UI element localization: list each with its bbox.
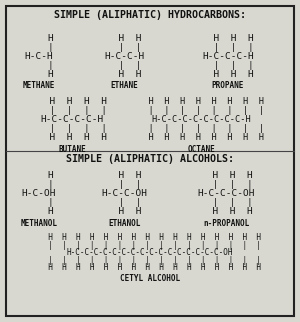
Text: |  |: | | <box>107 61 142 70</box>
Text: H-C-C-C-C-C-C-C-C-C-C-C-C-C-C-C-C-OH: H-C-C-C-C-C-C-C-C-C-C-C-C-C-C-C-C-OH <box>67 248 233 257</box>
Text: H  H  H: H H H <box>202 70 254 79</box>
Text: n-PROPANOL: n-PROPANOL <box>203 219 250 228</box>
Text: H-C-C-C-C-C-C-C-C-H: H-C-C-C-C-C-C-C-C-H <box>151 115 251 124</box>
Text: H-C-C-H: H-C-C-H <box>104 52 145 61</box>
Text: SIMPLE (ALIPHATIC) ALCOHOLS:: SIMPLE (ALIPHATIC) ALCOHOLS: <box>66 154 234 164</box>
Text: H  H  H  H  H  H  H  H: H H H H H H H H <box>138 97 264 106</box>
Text: |  |: | | <box>107 198 142 207</box>
Text: |: | <box>25 43 53 52</box>
Text: |  |  |  |  |  |  |  |: | | | | | | | | <box>138 124 264 133</box>
Text: |  |  |  |  |  |  |  |: | | | | | | | | <box>138 106 264 115</box>
Text: |: | <box>25 180 53 189</box>
Text: |  |  |  |: | | | | <box>38 106 106 115</box>
Text: BUTANE: BUTANE <box>58 145 86 154</box>
Text: H-C-C-C-H: H-C-C-C-H <box>202 52 254 61</box>
Text: PROPANE: PROPANE <box>212 81 244 90</box>
Text: ETHANOL: ETHANOL <box>108 219 141 228</box>
Text: H  H  H  H  H  H  H  H: H H H H H H H H <box>138 133 264 142</box>
Text: H: H <box>25 207 53 216</box>
Text: |  |  |  |  |  |  |  |  |  |  |  |  |  |  |  |: | | | | | | | | | | | | | | | | <box>39 256 261 265</box>
Text: H  H: H H <box>107 70 142 79</box>
Text: H  H  H  H  H  H  H  H  H  H  H  H  H  H  H  H: H H H H H H H H H H H H H H H H <box>39 233 261 242</box>
Text: H  H  H  H: H H H H <box>38 97 106 106</box>
Text: H: H <box>25 70 53 79</box>
Text: H  H  H: H H H <box>201 171 252 180</box>
Text: OCTANE: OCTANE <box>187 145 215 154</box>
Text: |  |  |  |: | | | | <box>38 124 106 133</box>
Text: |: | <box>25 61 53 70</box>
Text: H-C-C-C-OH: H-C-C-C-OH <box>198 189 255 198</box>
Text: |  |: | | <box>107 180 142 189</box>
Text: SIMPLE (ALIPHATIC) HYDROCARBONS:: SIMPLE (ALIPHATIC) HYDROCARBONS: <box>54 10 246 20</box>
Text: H-C-C-C-C-H: H-C-C-C-C-H <box>40 115 103 124</box>
Text: H  H  H  H: H H H H <box>38 133 106 142</box>
Text: |  |: | | <box>107 43 142 52</box>
Text: |  |  |  |  |  |  |  |  |  |  |  |  |  |  |  |: | | | | | | | | | | | | | | | | <box>39 241 261 250</box>
Text: ETHANE: ETHANE <box>111 81 138 90</box>
Text: H  H  H  H  H  H  H  H  H  H  H  H  H  H  H  H: H H H H H H H H H H H H H H H H <box>39 263 261 272</box>
Text: H-C-C-OH: H-C-C-OH <box>101 189 148 198</box>
Text: H-C-OH: H-C-OH <box>22 189 56 198</box>
Text: METHANOL: METHANOL <box>20 219 58 228</box>
Text: H  H: H H <box>107 34 142 43</box>
Text: H  H: H H <box>107 207 142 216</box>
Text: H: H <box>25 34 53 43</box>
Text: H-C-H: H-C-H <box>25 52 53 61</box>
Text: H  H  H: H H H <box>202 34 254 43</box>
Text: H: H <box>25 171 53 180</box>
Text: |: | <box>25 198 53 207</box>
Text: H  H: H H <box>107 171 142 180</box>
Text: |  |  |: | | | <box>202 61 254 70</box>
Text: CETYL ALCOHOL: CETYL ALCOHOL <box>120 274 180 283</box>
Text: METHANE: METHANE <box>23 81 55 90</box>
Text: H  H  H: H H H <box>201 207 252 216</box>
Text: |  |  |: | | | <box>201 198 252 207</box>
FancyBboxPatch shape <box>6 6 294 316</box>
Text: |  |  |: | | | <box>201 180 252 189</box>
Text: |  |  |: | | | <box>202 43 254 52</box>
